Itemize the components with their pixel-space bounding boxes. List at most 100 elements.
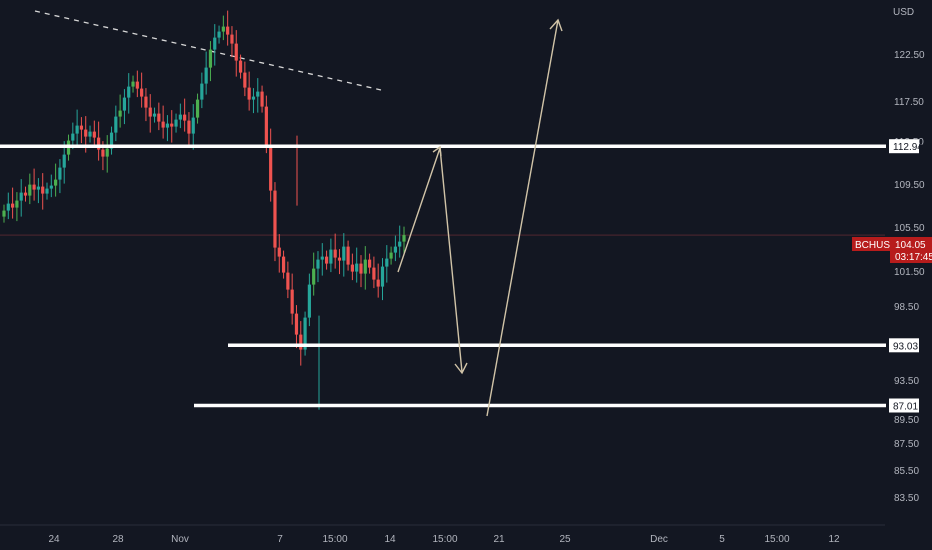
candle-body: [157, 113, 161, 122]
candle-body: [118, 110, 122, 117]
candle-body: [299, 334, 303, 350]
candle-body: [238, 60, 243, 73]
candle-body: [350, 264, 354, 272]
candle-body: [329, 249, 333, 264]
candle-body: [183, 114, 187, 121]
candle-body: [195, 99, 200, 118]
level-price-tag: [889, 139, 919, 154]
price-tick-label: 109.50: [894, 180, 925, 191]
candle-body: [367, 259, 372, 268]
candle-body: [333, 249, 337, 258]
candle-body: [385, 258, 389, 267]
current-price-value: 104.05: [895, 240, 926, 251]
countdown-value: 03:17:45: [895, 252, 932, 263]
candle-body: [97, 137, 101, 150]
candle-body: [174, 119, 178, 127]
candle-body: [226, 26, 230, 35]
candle-body: [109, 132, 114, 149]
candle-body: [380, 266, 385, 287]
price-tick-label: 117.50: [894, 97, 924, 108]
projection-arrowhead-down: [454, 362, 468, 375]
candle-body: [312, 268, 316, 285]
price-tick-label: 98.50: [894, 302, 919, 313]
candle-body: [144, 96, 148, 108]
time-tick-label: 15:00: [764, 534, 789, 545]
candle-body: [45, 188, 49, 194]
time-tick-label: 5: [719, 534, 725, 545]
projection-arrows[interactable]: [397, 18, 563, 417]
candle-body: [187, 120, 191, 134]
candle-body: [36, 186, 41, 190]
candle-body: [191, 117, 195, 134]
candle-body: [342, 246, 346, 261]
candle-body: [277, 247, 281, 257]
price-tag-bg: [890, 237, 932, 263]
level-price-label: 112.94: [893, 142, 923, 153]
candle-body: [92, 131, 96, 138]
candle-body: [286, 272, 290, 290]
candle-body: [372, 267, 376, 280]
candle-body: [178, 114, 182, 120]
candle-body: [200, 83, 204, 100]
time-tick-label: 15:00: [322, 534, 347, 545]
price-tick-label: 89.50: [894, 415, 919, 426]
level-price-tag: [889, 338, 919, 353]
candle-body: [28, 184, 32, 196]
price-tick-label: 101.50: [894, 267, 925, 278]
price-tick-label: 105.50: [894, 223, 925, 234]
time-tick-label: 25: [559, 534, 571, 545]
candle-body: [15, 200, 19, 208]
symbol-label: BCHUSD: [855, 240, 897, 251]
candles[interactable]: [2, 10, 406, 410]
candle-body: [316, 259, 320, 269]
level-lines[interactable]: 112.94 93.03 87.01: [0, 139, 923, 413]
candle-body: [389, 252, 393, 259]
candle-body: [359, 263, 363, 274]
price-tick-label: 87.50: [894, 439, 919, 450]
candle-body: [251, 96, 256, 100]
level-price-label: 87.01: [893, 402, 918, 413]
current-price-tag[interactable]: BCHUSD 104.05 03:17:45: [852, 237, 932, 263]
time-tick-label: 21: [493, 534, 505, 545]
candle-body: [376, 279, 380, 287]
candle-body: [170, 123, 174, 127]
time-tick-label: Nov: [171, 534, 189, 545]
candle-body: [54, 179, 58, 186]
candle-body: [84, 129, 88, 137]
candle-body: [41, 186, 45, 194]
candle-body: [273, 190, 277, 248]
candle-body: [247, 87, 251, 100]
candle-body: [71, 133, 75, 141]
candle-body: [221, 26, 225, 32]
candle-body: [234, 43, 238, 61]
candle-body: [23, 192, 28, 196]
candle-body: [101, 149, 105, 157]
time-tick-label: Dec: [650, 534, 668, 545]
candle-body: [161, 121, 165, 128]
symbol-tag-bg: [852, 237, 896, 251]
candle-body: [346, 246, 350, 265]
candle-body: [363, 259, 367, 274]
level-price-label: 93.03: [893, 341, 918, 352]
candle-body: [2, 210, 6, 217]
time-axis[interactable]: 24 28 Nov 7 15:00 14 15:00 21 25 Dec 5 15:00 12: [48, 534, 840, 545]
time-tick-label: 15:00: [432, 534, 457, 545]
candle-body: [264, 106, 268, 145]
price-tick-label: 93.50: [894, 376, 919, 387]
candle-body: [402, 235, 406, 242]
projection-rally-line: [486, 19, 559, 417]
time-tick-label: 24: [48, 534, 60, 545]
candle-body: [49, 185, 53, 189]
price-tick-label: 85.50: [894, 466, 919, 477]
candle-body: [131, 81, 135, 87]
candle-body: [260, 91, 264, 107]
candle-body: [337, 257, 342, 261]
candle-body: [122, 97, 127, 111]
candle-body: [281, 256, 286, 273]
price-tick-label: 122.50: [894, 50, 925, 61]
candle-body: [19, 192, 23, 201]
time-tick-label: 12: [828, 534, 840, 545]
